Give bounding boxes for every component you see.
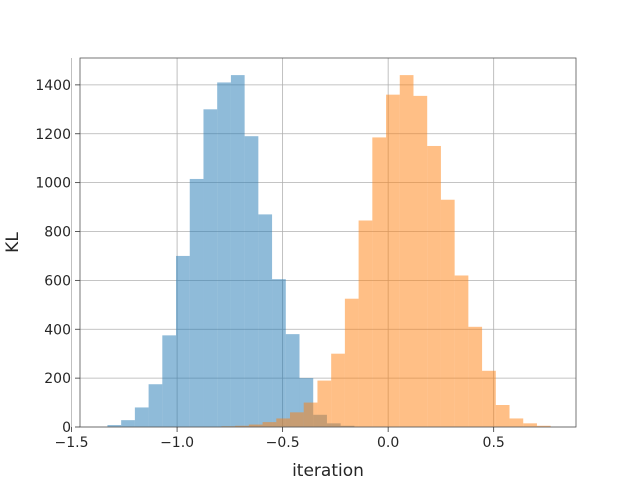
histogram-bar-series-1 (258, 214, 273, 427)
histogram-bar-series-1 (244, 136, 259, 427)
histogram-bar-series-2 (276, 418, 291, 427)
histogram-bar-series-1 (217, 82, 231, 428)
plot-frame (79, 57, 577, 428)
y-tick-label: 1000 (35, 176, 71, 192)
histogram-bar-series-2 (495, 405, 510, 427)
histogram-bar-series-1 (162, 335, 177, 427)
histogram-bar-series-2 (358, 220, 373, 427)
histogram-bar-series-2 (331, 353, 345, 427)
histogram-bar-series-1 (107, 425, 122, 427)
histogram-bar-series-2 (454, 275, 469, 427)
histogram-bar-series-2 (290, 412, 304, 427)
histogram-bar-series-2 (482, 370, 496, 427)
histogram-bar-series-2 (235, 425, 249, 427)
grid-lines (71, 58, 576, 428)
histogram-bar-series-2 (248, 424, 263, 427)
histogram-bar-series-2 (303, 402, 318, 427)
y-tick-label: 600 (44, 273, 71, 289)
x-tick-label: −1.0 (160, 435, 194, 451)
histogram-bar-series-1 (203, 109, 218, 428)
histogram-bar-series-2 (427, 145, 441, 427)
histogram-bar-series-2 (523, 423, 537, 427)
y-tick-label: 1200 (35, 127, 71, 143)
x-tick-label: 0.0 (377, 435, 399, 451)
x-tick-label: −0.5 (266, 435, 300, 451)
axis-ticks: −1.5 −1.0 −0.5 0.0 0.5 0 200 400 600 800 1000 1200 1… (35, 78, 504, 451)
histogram-bar-series-2 (262, 422, 277, 427)
histogram-bar-series-1 (285, 334, 300, 427)
histogram-bar-series-2 (386, 94, 400, 427)
histogram-bar-series-2 (413, 95, 428, 427)
histogram-bar-series-1 (189, 178, 204, 427)
histogram-bar-series-1 (134, 407, 149, 427)
y-tick-label: 200 (44, 371, 71, 387)
histogram-bar-series-2 (509, 418, 524, 427)
histogram-bar-series-1 (121, 420, 135, 427)
x-tick-label: 0.5 (483, 435, 505, 451)
y-tick-label: 1400 (35, 78, 71, 94)
histogram-bar-series-2 (317, 380, 332, 427)
histogram-bars (107, 75, 551, 428)
histogram-bar-series-1 (176, 255, 190, 427)
histogram-bar-series-2 (440, 199, 455, 427)
y-axis-label: KL (3, 232, 23, 253)
histogram-bar-series-2 (536, 425, 551, 427)
y-tick-label: 800 (44, 225, 71, 241)
histogram-bar-series-2 (344, 298, 359, 427)
x-tick-label: −1.5 (55, 435, 89, 451)
y-tick-label: 0 (62, 420, 71, 436)
y-tick-label: 400 (44, 322, 71, 338)
histogram-bar-series-2 (399, 75, 414, 427)
histogram-bar-series-1 (272, 279, 286, 427)
x-axis-label: iteration (292, 461, 364, 480)
histogram-bar-series-1 (230, 75, 245, 427)
histogram-bar-series-1 (148, 384, 163, 427)
histogram-bar-series-2 (468, 326, 483, 427)
histogram-bar-series-2 (372, 137, 387, 427)
